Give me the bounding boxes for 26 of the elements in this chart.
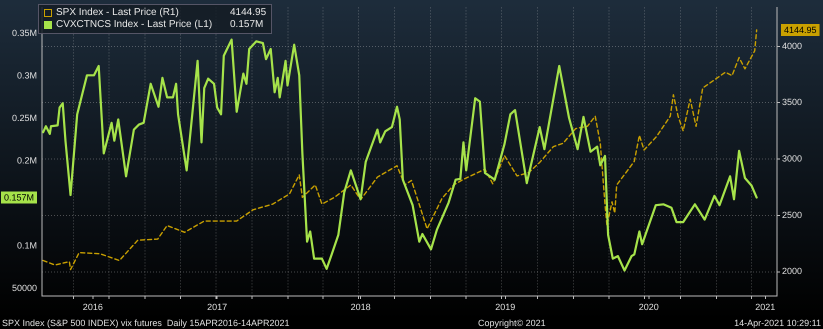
y-tick-label: 0.2M: [16, 156, 37, 166]
y2-tick-label: 3500: [782, 97, 802, 108]
x-tick-label: 2019: [495, 302, 516, 312]
annotation: 0.157M: [230, 19, 264, 31]
y-tick-label: 50000: [12, 282, 37, 293]
legend-label: CVXCTNCS Index - Last Price (L1): [56, 19, 214, 31]
x-tick-label: 2021: [755, 302, 776, 312]
text: 4144.95: [784, 24, 817, 35]
y-tick-label: 0.3M: [16, 70, 37, 81]
y-tick-label: 0.35M: [12, 28, 37, 38]
y-tick-label: 0.1M: [16, 240, 37, 250]
y2-tick-label: 2500: [782, 210, 802, 220]
legend-label: SPX Index - Last Price (R1): [56, 7, 180, 19]
x-tick-label: 2018: [350, 302, 371, 312]
x-tick-label: 2016: [82, 302, 103, 312]
text: 0.157M: [4, 192, 34, 203]
x-tick-label: 2017: [207, 302, 228, 312]
text: 14-Apr-2021 10:29:11: [734, 318, 821, 328]
annotation: 4144.95: [230, 7, 266, 19]
y2-tick-label: 4000: [782, 40, 802, 51]
text: Copyright© 2021: [478, 318, 546, 328]
y2-tick-label: 3000: [782, 154, 802, 164]
x-tick-label: 2020: [638, 302, 659, 312]
text: SPX Index (S&P 500 INDEX) vix futures Daily 15APR2016-14APR2021: [2, 318, 290, 328]
y-tick-label: 0.25M: [12, 113, 37, 124]
y2-tick-label: 2000: [782, 266, 802, 276]
